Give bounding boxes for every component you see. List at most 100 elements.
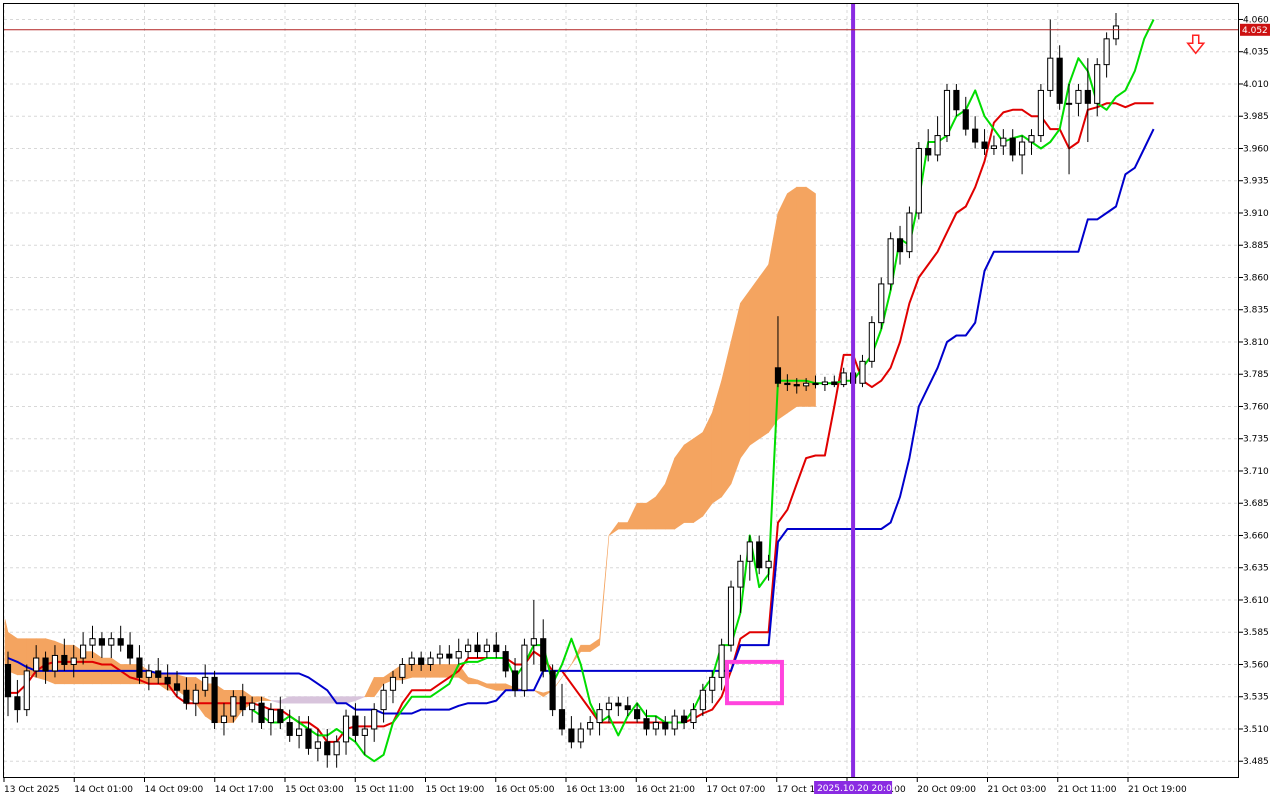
candle[interactable] [418, 651, 425, 671]
candle[interactable] [746, 535, 753, 581]
candle[interactable] [371, 703, 378, 742]
candle[interactable] [474, 632, 481, 659]
candle[interactable] [1094, 58, 1101, 117]
candle[interactable] [1112, 13, 1120, 46]
candle[interactable] [380, 683, 387, 723]
candle[interactable] [784, 374, 791, 391]
candle[interactable] [70, 645, 77, 678]
candle[interactable] [896, 225, 904, 265]
candle[interactable] [436, 645, 444, 665]
candle[interactable] [286, 709, 293, 742]
candle[interactable] [859, 354, 866, 388]
candle[interactable] [211, 670, 218, 729]
candle[interactable] [455, 638, 462, 665]
candle[interactable] [596, 703, 603, 736]
candle[interactable] [89, 625, 96, 659]
candle[interactable] [145, 664, 152, 691]
candle[interactable] [878, 277, 885, 330]
candle[interactable] [577, 722, 584, 749]
candle[interactable] [981, 129, 988, 155]
candle[interactable] [1019, 135, 1026, 175]
candle[interactable] [408, 651, 415, 671]
candle[interactable] [342, 709, 350, 755]
candle[interactable] [173, 670, 181, 697]
candle[interactable] [502, 645, 509, 678]
candle[interactable] [887, 232, 894, 291]
candle[interactable] [540, 619, 547, 678]
candle[interactable] [399, 658, 406, 684]
candle[interactable] [493, 632, 500, 659]
candle[interactable] [840, 367, 847, 388]
candle[interactable] [558, 683, 566, 736]
candle[interactable] [990, 135, 998, 155]
candle[interactable] [14, 679, 21, 723]
candle[interactable] [1056, 45, 1063, 110]
candle[interactable] [906, 206, 913, 259]
candle[interactable] [314, 728, 321, 762]
candle[interactable] [108, 632, 115, 659]
candle[interactable] [709, 670, 716, 704]
candle[interactable] [511, 658, 519, 697]
candle[interactable] [605, 696, 613, 723]
candle[interactable] [333, 735, 340, 768]
candle[interactable] [549, 664, 556, 717]
candle[interactable] [624, 696, 631, 717]
candle[interactable] [868, 316, 875, 368]
candle[interactable] [521, 638, 528, 697]
candle[interactable] [568, 716, 575, 749]
candle[interactable] [803, 378, 810, 391]
candle[interactable] [972, 116, 979, 149]
candle[interactable] [925, 129, 932, 162]
candle[interactable] [117, 625, 124, 652]
candle[interactable] [727, 580, 735, 652]
candle[interactable] [934, 116, 941, 162]
candle[interactable] [756, 535, 763, 575]
candle[interactable] [530, 599, 537, 665]
candle[interactable] [943, 83, 951, 143]
candle[interactable] [164, 664, 171, 691]
candle[interactable] [915, 142, 922, 220]
candle[interactable] [718, 638, 725, 691]
candle[interactable] [1037, 83, 1044, 143]
candle[interactable] [33, 645, 40, 678]
candle[interactable] [324, 728, 331, 768]
candle[interactable] [962, 96, 969, 136]
candle[interactable] [812, 375, 819, 389]
candle[interactable] [389, 670, 397, 704]
candle[interactable] [1000, 129, 1007, 155]
candle[interactable] [671, 709, 678, 736]
candle[interactable] [296, 716, 303, 749]
candle[interactable] [1084, 58, 1091, 143]
candle[interactable] [821, 376, 828, 391]
candle[interactable] [183, 677, 190, 710]
candle[interactable] [361, 716, 368, 755]
candle[interactable] [61, 638, 68, 671]
candle[interactable] [446, 645, 453, 665]
candle[interactable] [98, 632, 105, 659]
candle[interactable] [737, 554, 744, 613]
candle[interactable] [1047, 19, 1054, 97]
candle[interactable] [51, 645, 59, 678]
candle[interactable] [155, 658, 162, 684]
candle[interactable] [699, 683, 706, 717]
candle[interactable] [483, 638, 490, 659]
candle[interactable] [126, 632, 134, 665]
candle[interactable] [220, 703, 228, 736]
candle[interactable] [953, 83, 960, 117]
candle[interactable] [587, 716, 594, 736]
candle[interactable] [267, 703, 274, 736]
candle[interactable] [427, 651, 434, 671]
candle[interactable] [774, 316, 782, 388]
candle[interactable] [352, 703, 359, 742]
candle[interactable] [4, 651, 12, 717]
candle[interactable] [23, 664, 30, 717]
candle[interactable] [305, 716, 312, 755]
candle[interactable] [249, 696, 256, 723]
candle[interactable] [258, 696, 265, 729]
candle[interactable] [277, 696, 284, 729]
candle[interactable] [1028, 129, 1035, 155]
candle[interactable] [643, 709, 650, 736]
candle[interactable] [1075, 83, 1082, 117]
